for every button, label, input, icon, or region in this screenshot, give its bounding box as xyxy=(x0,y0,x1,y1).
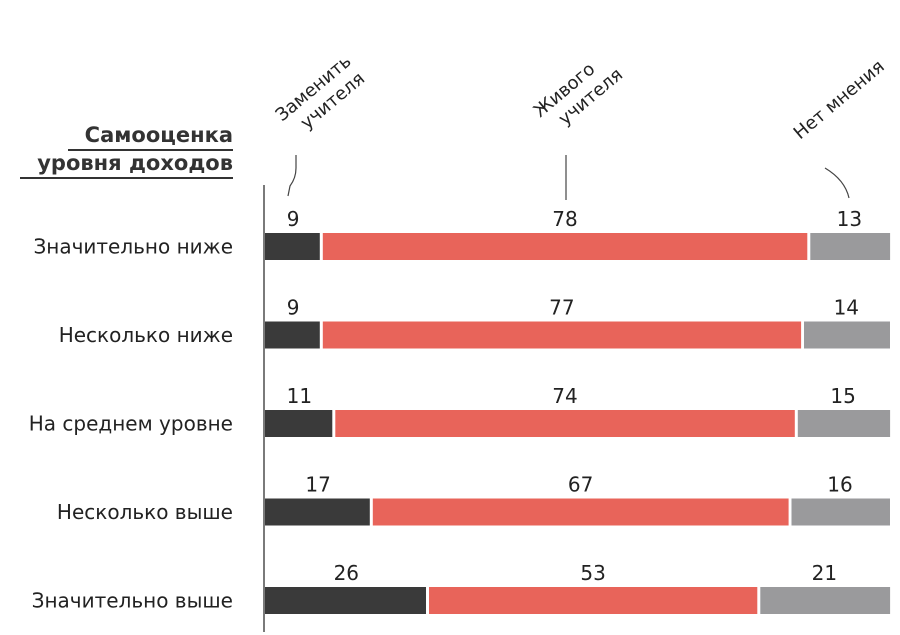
bar-segment-2 xyxy=(322,233,808,260)
bar-segment-1 xyxy=(265,587,426,614)
bar-segment-1 xyxy=(265,321,320,349)
value-label: 9 xyxy=(287,296,300,320)
legend-label-line: Нет мнения xyxy=(790,56,889,144)
value-label: 78 xyxy=(552,207,577,231)
value-label: 14 xyxy=(834,296,859,320)
y-axis-title-line-1: Самооценка xyxy=(85,123,233,147)
row-2: Несколько ниже 9 77 14 xyxy=(59,296,890,349)
value-label: 13 xyxy=(837,207,862,231)
value-label: 74 xyxy=(552,384,577,408)
value-label: 11 xyxy=(287,384,312,408)
bar-segment-2 xyxy=(372,498,789,526)
value-label: 15 xyxy=(830,384,855,408)
row-4: Несколько выше 17 67 16 xyxy=(57,473,890,526)
chart-rows: Значительно ниже 9 78 13 Несколько ниже 9 77 14… xyxy=(29,207,891,614)
value-label: 17 xyxy=(305,473,330,497)
bar-segment-3 xyxy=(810,233,891,260)
category-label: Несколько ниже xyxy=(59,323,233,347)
bar-segment-2 xyxy=(335,410,795,437)
category-label: На среднем уровне xyxy=(29,412,233,436)
value-label: 67 xyxy=(568,473,593,497)
bar-segment-2 xyxy=(322,321,802,349)
y-axis-title-line-2: уровня доходов xyxy=(37,151,233,175)
bar-segment-2 xyxy=(429,587,758,614)
bar-segment-3 xyxy=(797,410,891,437)
category-label: Значительно выше xyxy=(32,589,233,613)
category-label: Несколько выше xyxy=(57,500,233,524)
row-5: Значительно выше 26 53 21 xyxy=(32,561,891,614)
bar-segment-1 xyxy=(265,498,370,526)
value-label: 21 xyxy=(812,561,837,585)
value-label: 53 xyxy=(580,561,605,585)
bar-segment-3 xyxy=(760,587,891,614)
value-label: 16 xyxy=(827,473,852,497)
value-label: 77 xyxy=(549,296,574,320)
bar-segment-1 xyxy=(265,410,333,437)
value-label: 26 xyxy=(334,561,359,585)
bar-segment-1 xyxy=(265,233,320,260)
value-label: 9 xyxy=(287,207,300,231)
leader-line xyxy=(824,167,850,199)
bar-segment-3 xyxy=(791,498,890,526)
row-1: Значительно ниже 9 78 13 xyxy=(33,207,891,260)
legend-text: Нет мнения xyxy=(790,56,889,144)
bar-segment-3 xyxy=(804,321,890,349)
category-label: Значительно ниже xyxy=(33,235,233,259)
row-3: На среднем уровне 11 74 15 xyxy=(29,384,891,437)
leader-line xyxy=(287,155,297,197)
legend-item-3: Нет мнения xyxy=(790,56,889,199)
